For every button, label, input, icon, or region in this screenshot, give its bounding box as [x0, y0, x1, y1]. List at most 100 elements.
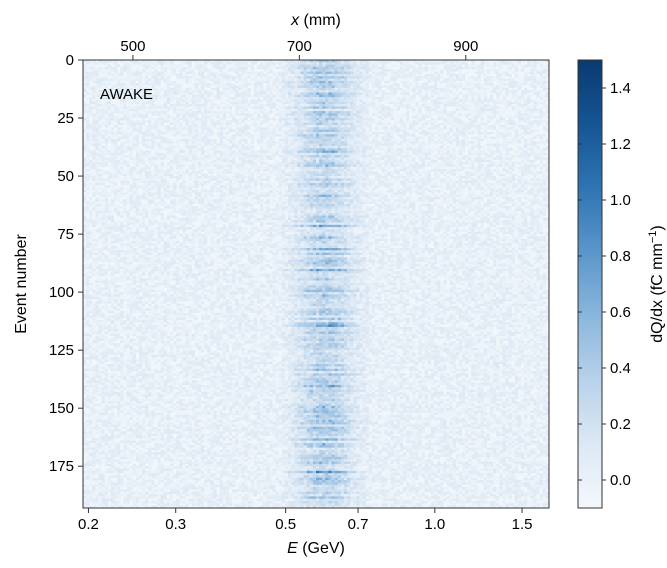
heatmap-cell — [400, 123, 403, 126]
heatmap-cell — [356, 72, 359, 75]
heatmap-cell — [269, 125, 272, 128]
heatmap-cell — [446, 118, 449, 121]
heatmap-cell — [179, 120, 182, 123]
heatmap-cell — [443, 65, 446, 68]
heatmap-cell — [282, 93, 285, 96]
heatmap-cell — [170, 79, 173, 82]
heatmap-cell — [341, 118, 344, 121]
heatmap-cell — [406, 62, 409, 65]
heatmap-cell — [524, 88, 527, 91]
heatmap-cell — [543, 125, 546, 128]
heatmap-cell — [307, 127, 310, 130]
heatmap-cell — [195, 79, 198, 82]
heatmap-cell — [462, 125, 465, 128]
heatmap-cell — [158, 106, 161, 109]
heatmap-cell — [375, 97, 378, 100]
heatmap-cell — [335, 99, 338, 102]
heatmap-cell — [164, 116, 167, 119]
heatmap-cell — [322, 79, 325, 82]
heatmap-cell — [446, 104, 449, 107]
heatmap-cell — [142, 106, 145, 109]
heatmap-cell — [145, 116, 148, 119]
heatmap-cell — [350, 106, 353, 109]
heatmap-cell — [285, 113, 288, 116]
heatmap-cell — [518, 102, 521, 105]
heatmap-cell — [359, 93, 362, 96]
heatmap-cell — [443, 88, 446, 91]
heatmap-cell — [291, 102, 294, 105]
heatmap-cell — [440, 113, 443, 116]
heatmap-cell — [232, 106, 235, 109]
heatmap-cell — [210, 127, 213, 130]
heatmap-cell — [332, 127, 335, 130]
heatmap-cell — [431, 76, 434, 79]
heatmap-cell — [245, 127, 248, 130]
heatmap-cell — [310, 113, 313, 116]
heatmap-cell — [108, 116, 111, 119]
heatmap-cell — [400, 65, 403, 68]
heatmap-cell — [431, 99, 434, 102]
heatmap-cell — [484, 88, 487, 91]
heatmap-cell — [400, 102, 403, 105]
heatmap-cell — [456, 81, 459, 84]
heatmap-cell — [86, 95, 89, 98]
heatmap-cell — [297, 81, 300, 84]
heatmap-cell — [273, 109, 276, 112]
heatmap-cell — [304, 125, 307, 128]
heatmap-cell — [263, 120, 266, 123]
heatmap-cell — [297, 79, 300, 82]
heatmap-cell — [133, 127, 136, 130]
heatmap-cell — [537, 116, 540, 119]
heatmap-cell — [459, 109, 462, 112]
heatmap-cell — [431, 120, 434, 123]
heatmap-cell — [530, 116, 533, 119]
heatmap-cell — [512, 102, 515, 105]
heatmap-cell — [120, 69, 123, 72]
heatmap-cell — [465, 90, 468, 93]
heatmap-cell — [269, 93, 272, 96]
heatmap-cell — [530, 127, 533, 130]
heatmap-cell — [387, 88, 390, 91]
heatmap-cell — [291, 76, 294, 79]
heatmap-cell — [300, 111, 303, 114]
heatmap-cell — [248, 86, 251, 89]
heatmap-cell — [288, 88, 291, 91]
heatmap-cell — [543, 111, 546, 114]
heatmap-cell — [207, 109, 210, 112]
heatmap-cell — [431, 95, 434, 98]
heatmap-cell — [300, 106, 303, 109]
heatmap-cell — [189, 111, 192, 114]
heatmap-cell — [176, 83, 179, 86]
heatmap-cell — [282, 65, 285, 68]
heatmap-cell — [151, 72, 154, 75]
heatmap-cell — [164, 93, 167, 96]
heatmap-cell — [397, 88, 400, 91]
heatmap-cell — [391, 76, 394, 79]
heatmap-cell — [186, 97, 189, 100]
heatmap-cell — [304, 111, 307, 114]
heatmap-cell — [99, 125, 102, 128]
heatmap-cell — [192, 81, 195, 84]
heatmap-cell — [543, 95, 546, 98]
heatmap-cell — [443, 72, 446, 75]
heatmap-cell — [117, 62, 120, 65]
heatmap-cell — [207, 72, 210, 75]
heatmap-cell — [363, 111, 366, 114]
heatmap-cell — [434, 102, 437, 105]
heatmap-cell — [328, 74, 331, 77]
heatmap-cell — [506, 86, 509, 89]
heatmap-cell — [350, 83, 353, 86]
heatmap-cell — [350, 67, 353, 70]
heatmap-cell — [431, 88, 434, 91]
heatmap-cell — [170, 125, 173, 128]
heatmap-cell — [217, 69, 220, 72]
heatmap-cell — [241, 62, 244, 65]
heatmap-cell — [397, 69, 400, 72]
heatmap-cell — [260, 74, 263, 77]
heatmap-cell — [288, 83, 291, 86]
heatmap-cell — [440, 76, 443, 79]
heatmap-cell — [310, 106, 313, 109]
heatmap-cell — [419, 88, 422, 91]
heatmap-cell — [406, 74, 409, 77]
heatmap-cell — [434, 76, 437, 79]
